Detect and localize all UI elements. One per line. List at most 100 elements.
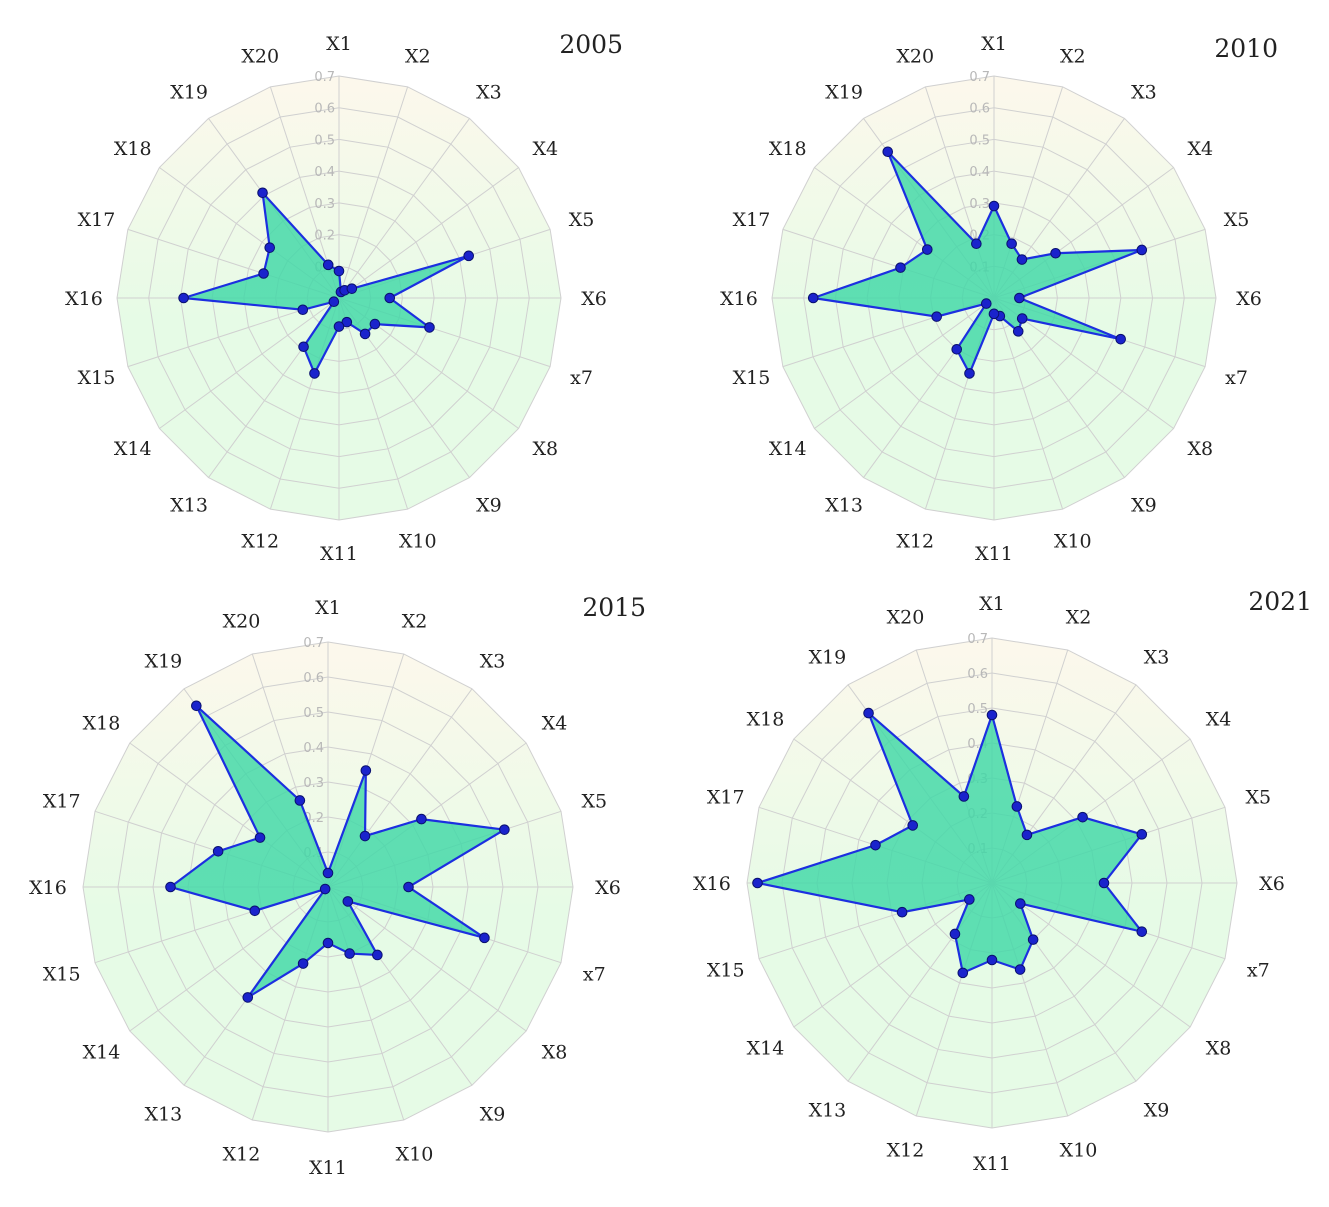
- axis-label: X3: [480, 650, 506, 672]
- data-point-X14: [319, 883, 331, 895]
- axis-label: X3: [1144, 646, 1170, 668]
- axis-label: X1: [315, 597, 341, 619]
- tick-label: 0.6: [314, 102, 335, 117]
- radar-panel-2021: 0.10.20.30.40.50.60.7X1X2X3X4X5X6x7X8X9X…: [693, 587, 1312, 1175]
- axis-label: X15: [43, 964, 81, 986]
- data-point-X17: [895, 262, 906, 273]
- axis-label: X18: [769, 138, 807, 160]
- axis-label: X2: [1060, 45, 1086, 67]
- data-point-X20: [294, 795, 306, 806]
- data-point-X12: [964, 368, 975, 379]
- year-label: 2015: [582, 593, 646, 622]
- axis-label: x7: [583, 964, 606, 986]
- axis-label: X1: [981, 33, 1007, 55]
- data-point-X12: [957, 967, 969, 979]
- data-point-X18: [907, 820, 919, 831]
- data-point-X19: [191, 700, 202, 712]
- axis-label: X5: [581, 790, 607, 812]
- year-label: 2021: [1248, 587, 1312, 616]
- data-point-X9: [1027, 934, 1039, 945]
- axis-label: X10: [399, 531, 437, 553]
- axis-label: X13: [145, 1104, 183, 1126]
- tick-label: 0.7: [967, 632, 988, 647]
- tick-label: 0.5: [303, 706, 324, 721]
- data-point-X4: [346, 283, 358, 294]
- data-point-X1: [322, 867, 334, 879]
- radar-panel-2010: 0.10.20.30.40.50.60.7X1X2X3X4X5X6x7X8X9X…: [720, 33, 1278, 565]
- axis-label: X11: [975, 543, 1013, 565]
- axis-label: X18: [114, 138, 152, 160]
- axis-label: X14: [769, 438, 807, 460]
- tick-label: 0.3: [303, 776, 324, 791]
- data-point-X4: [1077, 811, 1088, 823]
- axis-label: X19: [825, 82, 863, 104]
- axis-label: X16: [65, 288, 103, 310]
- data-point-X11: [988, 308, 1000, 320]
- data-point-X15: [297, 304, 309, 316]
- axis-label: X19: [145, 650, 183, 672]
- data-point-X16: [178, 292, 189, 304]
- tick-label: 0.4: [303, 741, 324, 756]
- axis-label: X18: [747, 708, 785, 730]
- axis-spoke: [129, 886, 329, 1032]
- data-point-X18: [254, 832, 266, 843]
- data-point-X8: [369, 318, 381, 330]
- data-point-X19: [257, 187, 268, 199]
- axis-label: X2: [1066, 607, 1092, 629]
- data-point-X13: [951, 344, 963, 355]
- axis-spoke: [814, 297, 995, 429]
- data-point-X11: [333, 321, 345, 332]
- data-point-X2: [360, 765, 372, 776]
- axis-label: x7: [1225, 367, 1248, 389]
- axis-label: X1: [979, 593, 1005, 615]
- data-point-X18: [921, 244, 933, 255]
- data-point-X16: [165, 881, 176, 893]
- axis-label: X2: [402, 611, 428, 633]
- tick-label: 0.3: [969, 197, 990, 212]
- data-point-X8: [1016, 313, 1028, 324]
- data-point-X5: [1136, 829, 1148, 840]
- data-point-X17: [212, 846, 224, 857]
- tick-label: 0.5: [314, 133, 335, 148]
- axis-label: X9: [1144, 1100, 1170, 1122]
- data-point-X15: [896, 906, 908, 918]
- axis-label: X6: [1259, 873, 1285, 895]
- data-point-X4: [1050, 247, 1061, 259]
- axis-label: X14: [83, 1042, 121, 1064]
- data-point-X13: [242, 992, 254, 1003]
- data-point-X3: [359, 830, 371, 842]
- data-point-X3: [1021, 829, 1033, 841]
- axis-label: X4: [532, 138, 558, 160]
- axis-label: X11: [320, 543, 358, 565]
- axis-spoke: [991, 882, 1191, 1028]
- axis-label: X18: [83, 712, 121, 734]
- axis-label: X17: [78, 209, 116, 231]
- data-point-X1: [333, 265, 345, 277]
- data-point-X19: [863, 707, 874, 719]
- axis-label: X4: [1187, 138, 1213, 160]
- axis-label: X6: [581, 288, 607, 310]
- data-point-X16: [752, 877, 763, 889]
- data-point-X20: [958, 791, 970, 802]
- axis-spoke: [338, 167, 519, 299]
- axis-label: X3: [476, 82, 502, 104]
- data-point-X17: [258, 268, 269, 279]
- data-point-X1: [988, 200, 1000, 212]
- axis-label: X12: [223, 1143, 261, 1165]
- axis-label: X14: [747, 1038, 785, 1060]
- data-point-X5: [463, 250, 474, 262]
- axis-spoke: [793, 882, 993, 1028]
- axis-label: X12: [896, 531, 934, 553]
- axis-spoke: [338, 86, 409, 299]
- data-point-X6: [1014, 292, 1025, 304]
- data-point-X9: [1012, 326, 1024, 337]
- data-point-X5: [499, 824, 510, 835]
- data-point-X5: [1136, 244, 1148, 256]
- axis-label: X5: [1224, 209, 1250, 231]
- tick-label: 0.6: [303, 671, 324, 686]
- axis-label: X8: [1187, 438, 1213, 460]
- axis-label: X13: [809, 1100, 847, 1122]
- data-point-X14: [981, 298, 992, 309]
- tick-label: 0.6: [967, 667, 988, 682]
- data-point-X6: [1098, 877, 1110, 889]
